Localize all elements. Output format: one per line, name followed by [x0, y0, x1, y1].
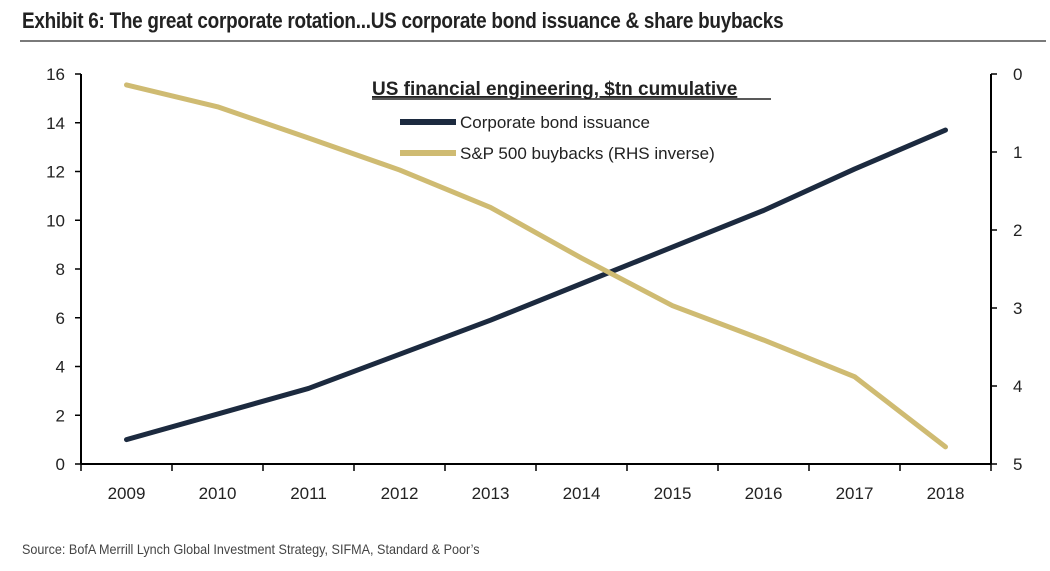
left-tick-label: 6	[56, 309, 65, 328]
right-tick-label: 4	[1013, 377, 1022, 396]
left-tick-label: 8	[56, 260, 65, 279]
title-divider	[20, 40, 1046, 42]
x-tick-label: 2016	[745, 484, 783, 503]
right-tick-label: 0	[1013, 65, 1022, 84]
left-tick-label: 12	[46, 163, 65, 182]
x-tick-label: 2012	[381, 484, 419, 503]
legend-label: Corporate bond issuance	[460, 113, 650, 132]
series-line-corporate-bond-issuance	[124, 127, 948, 443]
left-tick-label: 14	[46, 114, 65, 133]
left-tick-label: 4	[56, 358, 65, 377]
legend-label: S&P 500 buybacks (RHS inverse)	[460, 144, 715, 163]
right-tick-label: 3	[1013, 299, 1022, 318]
x-tick-label: 2015	[654, 484, 692, 503]
x-tick-label: 2017	[836, 484, 874, 503]
exhibit-title: Exhibit 6: The great corporate rotation.…	[22, 8, 784, 33]
x-tick-label: 2010	[199, 484, 237, 503]
left-tick-label: 2	[56, 406, 65, 425]
right-tick-label: 1	[1013, 143, 1022, 162]
x-tick-label: 2018	[927, 484, 965, 503]
x-tick-label: 2013	[472, 484, 510, 503]
source-note: Source: BofA Merrill Lynch Global Invest…	[22, 541, 480, 557]
left-tick-label: 0	[56, 455, 65, 474]
right-tick-label: 5	[1013, 455, 1022, 474]
x-tick-label: 2009	[108, 484, 146, 503]
x-tick-label: 2011	[290, 484, 327, 503]
legend-title: US financial engineering, $tn cumulative	[372, 79, 737, 100]
left-tick-label: 10	[46, 211, 65, 230]
right-tick-label: 2	[1013, 221, 1022, 240]
series-line-s-p-500-buybacks-rhs-inverse-	[124, 82, 948, 450]
left-tick-label: 16	[46, 65, 65, 84]
x-tick-label: 2014	[563, 484, 601, 503]
